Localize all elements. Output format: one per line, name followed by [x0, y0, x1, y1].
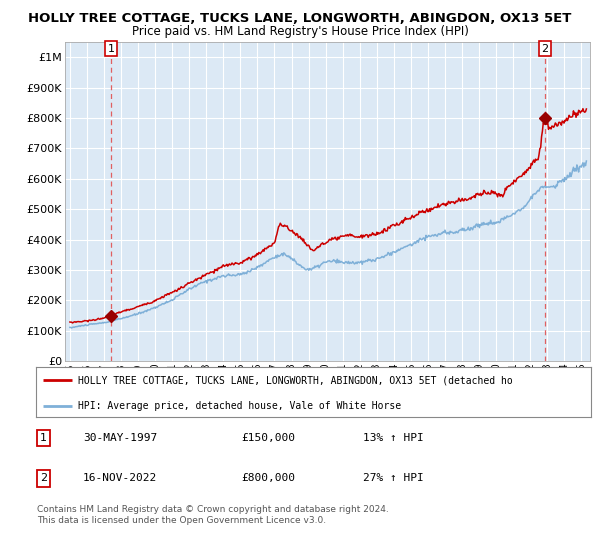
Text: 27% ↑ HPI: 27% ↑ HPI	[364, 473, 424, 483]
Text: 2: 2	[40, 473, 47, 483]
Text: HOLLY TREE COTTAGE, TUCKS LANE, LONGWORTH, ABINGDON, OX13 5ET (detached ho: HOLLY TREE COTTAGE, TUCKS LANE, LONGWORT…	[77, 375, 512, 385]
Text: 16-NOV-2022: 16-NOV-2022	[83, 473, 157, 483]
Text: 2: 2	[542, 44, 548, 54]
Text: 30-MAY-1997: 30-MAY-1997	[83, 433, 157, 443]
Text: HPI: Average price, detached house, Vale of White Horse: HPI: Average price, detached house, Vale…	[77, 400, 401, 410]
Text: £800,000: £800,000	[241, 473, 295, 483]
Text: 1: 1	[107, 44, 115, 54]
Text: Contains HM Land Registry data © Crown copyright and database right 2024.
This d: Contains HM Land Registry data © Crown c…	[37, 505, 389, 525]
Text: Price paid vs. HM Land Registry's House Price Index (HPI): Price paid vs. HM Land Registry's House …	[131, 25, 469, 38]
Text: HOLLY TREE COTTAGE, TUCKS LANE, LONGWORTH, ABINGDON, OX13 5ET: HOLLY TREE COTTAGE, TUCKS LANE, LONGWORT…	[28, 12, 572, 25]
Text: 1: 1	[40, 433, 47, 443]
Text: 13% ↑ HPI: 13% ↑ HPI	[364, 433, 424, 443]
Text: £150,000: £150,000	[241, 433, 295, 443]
